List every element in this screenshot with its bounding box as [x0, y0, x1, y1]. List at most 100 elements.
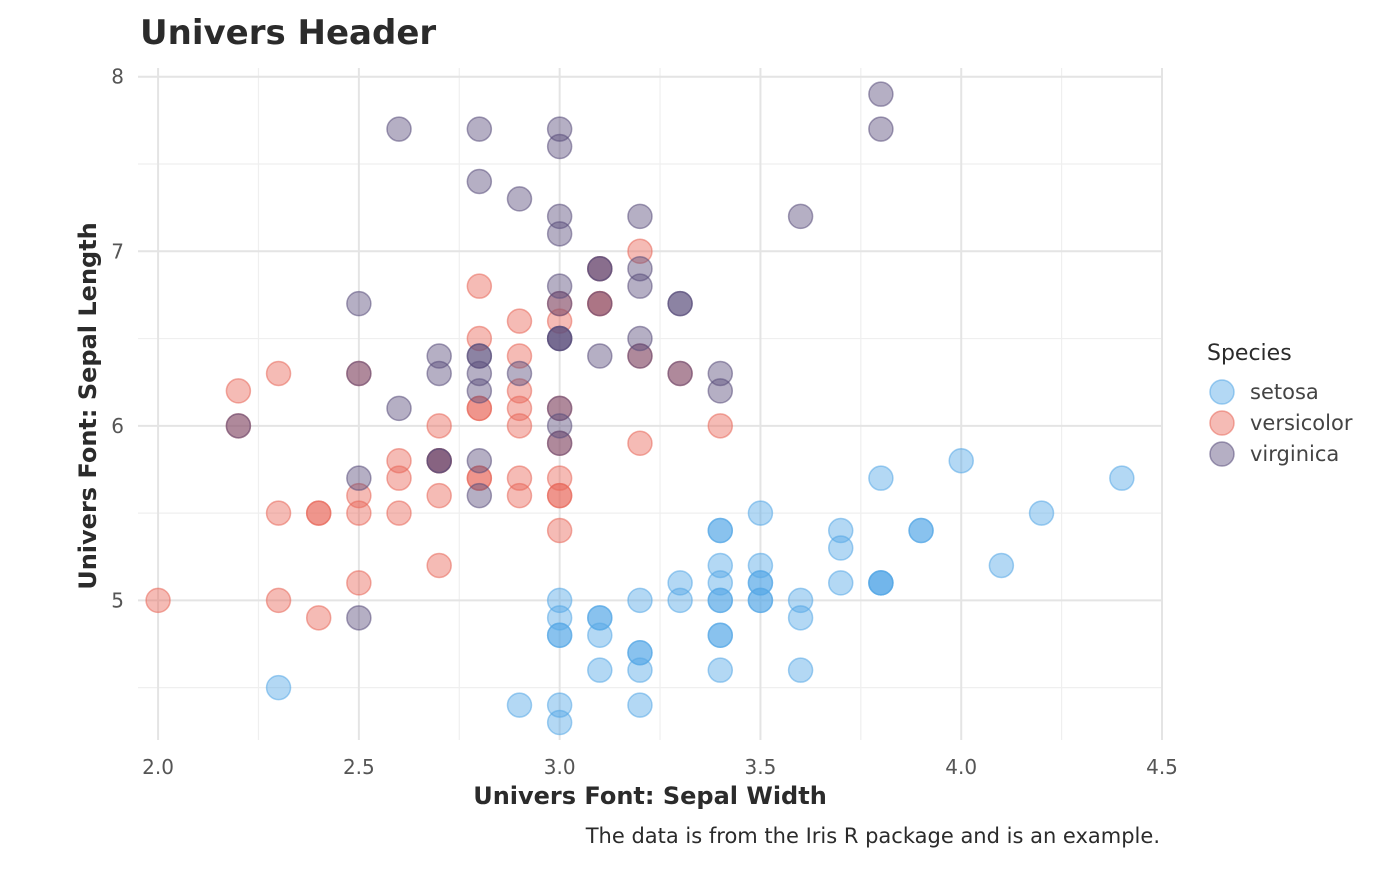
x-tick-label: 3.5: [745, 755, 777, 779]
point-virginica: [426, 360, 452, 387]
point-versicolor: [386, 465, 412, 491]
point-versicolor: [346, 500, 372, 526]
point-versicolor: [506, 482, 533, 509]
point-virginica: [546, 221, 573, 247]
point-versicolor: [265, 500, 292, 526]
y-axis-ticks: 5 6 7 8: [111, 65, 124, 613]
point-virginica: [506, 360, 533, 387]
point-setosa: [627, 692, 653, 718]
y-tick-label: 8: [111, 65, 124, 89]
point-versicolor: [265, 360, 292, 387]
point-setosa: [747, 587, 774, 614]
legend-key-virginica: [1209, 441, 1235, 467]
point-setosa: [988, 552, 1015, 579]
point-setosa: [667, 570, 693, 596]
legend-label-virginica: virginica: [1250, 442, 1339, 466]
point-setosa: [787, 587, 814, 614]
point-virginica: [627, 203, 653, 230]
point-versicolor: [426, 413, 452, 439]
point-versicolor: [506, 308, 533, 334]
point-virginica: [466, 360, 493, 387]
point-virginica: [346, 465, 372, 491]
point-virginica: [587, 290, 613, 317]
point-virginica: [587, 343, 613, 369]
point-versicolor: [426, 552, 452, 579]
point-setosa: [868, 570, 894, 596]
point-virginica: [546, 133, 573, 160]
point-setosa: [627, 587, 653, 614]
point-setosa: [908, 517, 934, 544]
data-points: [145, 81, 1135, 736]
point-virginica: [346, 360, 372, 387]
y-axis-label: Univers Font: Sepal Length: [74, 222, 102, 590]
point-setosa: [787, 605, 814, 631]
point-virginica: [225, 413, 252, 439]
point-virginica: [546, 325, 573, 352]
point-setosa: [948, 447, 974, 474]
point-virginica: [627, 255, 653, 282]
point-virginica: [707, 378, 734, 404]
point-virginica: [466, 447, 493, 474]
x-tick-label: 2.0: [142, 755, 174, 779]
point-versicolor: [145, 587, 171, 614]
point-setosa: [546, 587, 573, 614]
point-virginica: [546, 273, 573, 299]
point-setosa: [265, 674, 292, 701]
point-virginica: [627, 343, 653, 369]
point-versicolor: [506, 395, 533, 422]
point-versicolor: [346, 570, 372, 596]
point-virginica: [466, 482, 493, 509]
point-versicolor: [546, 517, 573, 544]
chart-caption: The data is from the Iris R package and …: [585, 824, 1160, 848]
x-tick-label: 4.0: [945, 755, 977, 779]
point-versicolor: [225, 378, 252, 404]
point-versicolor: [506, 343, 533, 369]
point-setosa: [707, 622, 734, 649]
point-versicolor: [466, 465, 493, 491]
point-versicolor: [506, 378, 533, 404]
point-virginica: [506, 186, 533, 212]
point-versicolor: [707, 413, 734, 439]
point-setosa: [546, 692, 573, 718]
legend: Species setosa versicolor virginica: [1207, 341, 1353, 467]
point-virginica: [466, 116, 493, 142]
point-setosa: [546, 622, 573, 649]
point-setosa: [747, 552, 774, 579]
point-virginica: [466, 343, 493, 369]
point-virginica: [426, 447, 452, 474]
point-virginica: [346, 605, 372, 631]
point-setosa: [546, 605, 573, 631]
point-setosa: [587, 622, 613, 649]
point-versicolor: [305, 605, 332, 631]
point-virginica: [546, 413, 573, 439]
point-virginica: [587, 255, 613, 282]
x-tick-label: 4.5: [1146, 755, 1178, 779]
legend-title: Species: [1207, 341, 1292, 366]
point-versicolor: [466, 395, 493, 422]
point-setosa: [827, 517, 854, 544]
point-virginica: [868, 81, 894, 107]
point-versicolor: [546, 308, 573, 334]
point-virginica: [426, 343, 452, 369]
y-tick-label: 7: [111, 239, 124, 263]
point-virginica: [627, 325, 653, 352]
legend-key-setosa: [1209, 379, 1235, 405]
point-setosa: [587, 657, 613, 683]
point-virginica: [546, 290, 573, 317]
point-versicolor: [386, 500, 412, 526]
point-versicolor: [506, 413, 533, 439]
point-setosa: [707, 517, 734, 544]
point-virginica: [546, 116, 573, 142]
point-virginica: [466, 168, 493, 195]
x-tick-label: 3.0: [544, 755, 576, 779]
legend-label-setosa: setosa: [1250, 380, 1319, 404]
point-setosa: [1028, 500, 1055, 526]
point-virginica: [546, 203, 573, 230]
point-virginica: [546, 430, 573, 457]
point-setosa: [506, 692, 533, 718]
point-setosa: [587, 605, 613, 631]
chart-title: Univers Header: [140, 13, 436, 53]
point-versicolor: [305, 500, 332, 526]
